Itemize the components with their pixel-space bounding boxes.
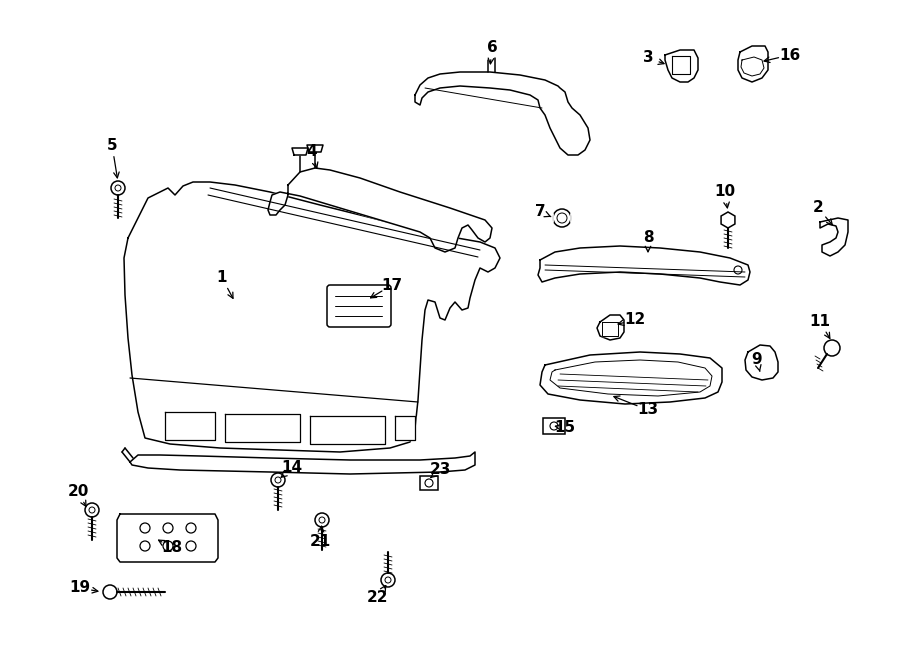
Text: 21: 21 [310, 535, 330, 549]
Text: 9: 9 [752, 352, 762, 368]
Polygon shape [130, 452, 475, 474]
Text: 23: 23 [429, 463, 451, 477]
Text: 6: 6 [487, 40, 498, 56]
Polygon shape [540, 352, 722, 404]
Circle shape [111, 181, 125, 195]
Polygon shape [665, 50, 698, 82]
Circle shape [381, 573, 395, 587]
Text: 8: 8 [643, 231, 653, 245]
FancyBboxPatch shape [327, 285, 391, 327]
Polygon shape [415, 72, 590, 155]
Polygon shape [225, 414, 300, 442]
Polygon shape [268, 168, 492, 252]
Polygon shape [538, 246, 750, 285]
Circle shape [315, 513, 329, 527]
Text: 19: 19 [69, 580, 91, 596]
Text: 20: 20 [68, 485, 89, 500]
Polygon shape [395, 416, 415, 440]
Text: 3: 3 [643, 50, 653, 65]
Polygon shape [597, 315, 624, 340]
Text: 17: 17 [382, 278, 402, 293]
Text: 16: 16 [779, 48, 801, 63]
Text: 7: 7 [535, 204, 545, 219]
Polygon shape [292, 148, 308, 155]
Polygon shape [672, 56, 690, 74]
Text: 2: 2 [813, 200, 824, 215]
Polygon shape [117, 514, 218, 562]
Text: 12: 12 [625, 313, 645, 327]
Text: 18: 18 [161, 541, 183, 555]
Polygon shape [165, 412, 215, 440]
Text: 15: 15 [554, 420, 576, 436]
Text: 11: 11 [809, 315, 831, 329]
Polygon shape [602, 322, 618, 336]
Polygon shape [741, 57, 764, 76]
Circle shape [553, 209, 571, 227]
Text: 10: 10 [715, 184, 735, 200]
Circle shape [103, 585, 117, 599]
Polygon shape [307, 145, 323, 152]
Circle shape [824, 340, 840, 356]
Circle shape [85, 503, 99, 517]
Bar [543, 418, 565, 434]
Polygon shape [745, 345, 778, 380]
Bar [420, 476, 438, 490]
Text: 14: 14 [282, 461, 302, 475]
Text: 1: 1 [217, 270, 227, 286]
Polygon shape [310, 416, 385, 444]
Text: 4: 4 [307, 145, 318, 159]
Text: 13: 13 [637, 403, 659, 418]
Polygon shape [550, 360, 712, 396]
Text: 5: 5 [107, 137, 117, 153]
Polygon shape [820, 218, 848, 256]
Text: 22: 22 [367, 590, 389, 605]
Circle shape [271, 473, 285, 487]
Polygon shape [124, 182, 500, 452]
Polygon shape [738, 46, 768, 82]
